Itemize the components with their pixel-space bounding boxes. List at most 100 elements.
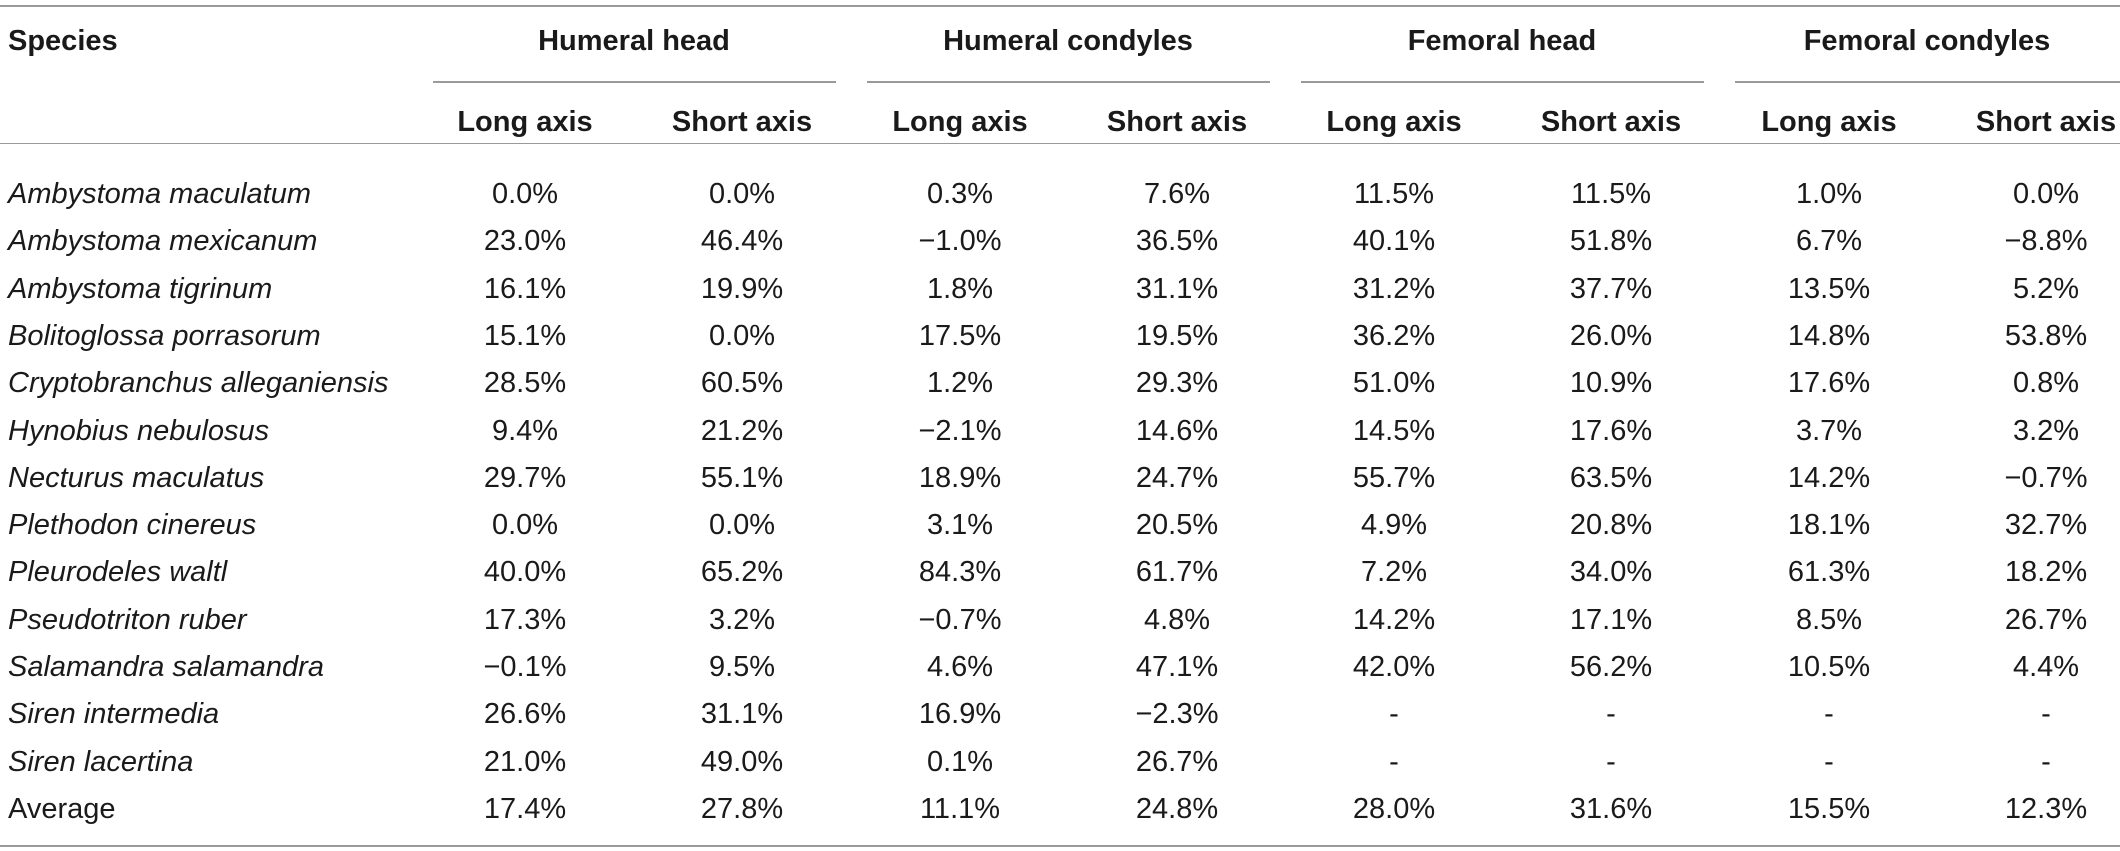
- table-cell: 17.4%: [483, 793, 567, 825]
- table-cell: 0.0%: [708, 509, 776, 541]
- table-cell: 55.7%: [1352, 462, 1436, 494]
- table-cell: 23.0%: [483, 225, 567, 257]
- table-cell: -: [2041, 698, 2051, 730]
- table-cell: 49.0%: [700, 746, 784, 778]
- table-cell: 20.5%: [1135, 509, 1219, 541]
- row-label: Bolitoglossa porrasorum: [8, 320, 321, 352]
- table-cell: 26.7%: [1135, 746, 1219, 778]
- subheader-short-axis: Short axis: [671, 106, 813, 138]
- table-cell: 84.3%: [918, 556, 1002, 588]
- table-cell: 18.9%: [918, 462, 1002, 494]
- group-header-femoral-condyles: Femoral condyles: [1803, 25, 2051, 57]
- table-cell: 14.2%: [1352, 604, 1436, 636]
- table-cell: -: [2041, 746, 2051, 778]
- table-cell: 56.2%: [1569, 651, 1653, 683]
- table-bottom-rule: [0, 845, 2120, 847]
- group-header-femoral-head: Femoral head: [1407, 25, 1597, 57]
- table-cell: 61.7%: [1135, 556, 1219, 588]
- table-cell: -: [1389, 698, 1399, 730]
- table-cell: 24.8%: [1135, 793, 1219, 825]
- table-cell: 17.6%: [1569, 415, 1653, 447]
- table-cell: 24.7%: [1135, 462, 1219, 494]
- table-cell: 4.8%: [1143, 604, 1211, 636]
- table-cell: 14.8%: [1787, 320, 1871, 352]
- table-cell: 3.7%: [1795, 415, 1863, 447]
- table-cell: 8.5%: [1795, 604, 1863, 636]
- table-cell: −1.0%: [918, 225, 1002, 257]
- table-cell: -: [1606, 746, 1616, 778]
- table-cell: 0.0%: [708, 178, 776, 210]
- table-cell: 15.1%: [483, 320, 567, 352]
- subheader-long-axis: Long axis: [457, 106, 593, 138]
- subheader-short-axis: Short axis: [1975, 106, 2117, 138]
- group-header-humeral-condyles: Humeral condyles: [943, 25, 1193, 57]
- table-cell: 14.5%: [1352, 415, 1436, 447]
- table-cell: 16.1%: [483, 273, 567, 305]
- table-cell: 17.3%: [483, 604, 567, 636]
- table-cell: 21.0%: [483, 746, 567, 778]
- table-cell: -: [1824, 698, 1834, 730]
- table-cell: 26.0%: [1569, 320, 1653, 352]
- table-cell: −2.3%: [1135, 698, 1219, 730]
- table-cell: 1.8%: [926, 273, 994, 305]
- subheader-short-axis: Short axis: [1106, 106, 1248, 138]
- table-cell: 12.3%: [2004, 793, 2088, 825]
- table-cell: 9.4%: [491, 415, 559, 447]
- table-cell: 16.9%: [918, 698, 1002, 730]
- group-rule-femoral-head: [1301, 81, 1704, 83]
- table-cell: 46.4%: [700, 225, 784, 257]
- row-label: Ambystoma mexicanum: [8, 225, 318, 257]
- table-cell: 3.1%: [926, 509, 994, 541]
- table-cell: 32.7%: [2004, 509, 2088, 541]
- table-cell: 26.7%: [2004, 604, 2088, 636]
- table-cell: −0.7%: [2004, 462, 2088, 494]
- group-rule-femoral-condyles: [1735, 81, 2120, 83]
- table-cell: 17.6%: [1787, 367, 1871, 399]
- table-cell: −0.1%: [483, 651, 567, 683]
- subheader-long-axis: Long axis: [1326, 106, 1462, 138]
- table-cell: 21.2%: [700, 415, 784, 447]
- species-header: Species: [8, 25, 118, 57]
- row-label: Average: [8, 793, 116, 825]
- subheader-long-axis: Long axis: [1761, 106, 1897, 138]
- table-cell: 3.2%: [2012, 415, 2080, 447]
- table-cell: 0.0%: [491, 178, 559, 210]
- table-cell: 10.5%: [1787, 651, 1871, 683]
- table-cell: 4.4%: [2012, 651, 2080, 683]
- table-cell: 0.0%: [708, 320, 776, 352]
- table-cell: -: [1824, 746, 1834, 778]
- table-cell: -: [1389, 746, 1399, 778]
- row-label: Siren intermedia: [8, 698, 220, 730]
- table-cell: −0.7%: [918, 604, 1002, 636]
- table-cell: 29.7%: [483, 462, 567, 494]
- table-cell: 40.1%: [1352, 225, 1436, 257]
- row-label: Pleurodeles waltl: [8, 556, 228, 588]
- table-cell: −2.1%: [918, 415, 1002, 447]
- table-cell: 7.6%: [1143, 178, 1211, 210]
- table-cell: 11.5%: [1353, 178, 1435, 210]
- row-label: Siren lacertina: [8, 746, 194, 778]
- table-cell: 65.2%: [700, 556, 784, 588]
- table-cell: 31.2%: [1352, 273, 1436, 305]
- row-label: Ambystoma tigrinum: [8, 273, 273, 305]
- table-cell: 19.9%: [700, 273, 784, 305]
- table-cell: 4.6%: [926, 651, 994, 683]
- table-cell: 1.0%: [1795, 178, 1863, 210]
- table-cell: 14.6%: [1135, 415, 1219, 447]
- table-cell: 31.1%: [700, 698, 784, 730]
- table-cell: 51.8%: [1569, 225, 1653, 257]
- row-label: Ambystoma maculatum: [8, 178, 311, 210]
- table-cell: 11.5%: [1570, 178, 1652, 210]
- table-cell: 3.2%: [708, 604, 776, 636]
- table-cell: 7.2%: [1360, 556, 1428, 588]
- group-header-humeral-head: Humeral head: [538, 25, 730, 57]
- table-cell: 36.5%: [1135, 225, 1219, 257]
- table-cell: 0.3%: [926, 178, 994, 210]
- table-cell: 20.8%: [1569, 509, 1653, 541]
- header-bottom-rule: [0, 143, 2120, 144]
- subheader-short-axis: Short axis: [1540, 106, 1682, 138]
- table-cell: 28.0%: [1352, 793, 1436, 825]
- table-cell: 4.9%: [1360, 509, 1428, 541]
- table-cell: 36.2%: [1352, 320, 1436, 352]
- table-cell: 18.1%: [1787, 509, 1871, 541]
